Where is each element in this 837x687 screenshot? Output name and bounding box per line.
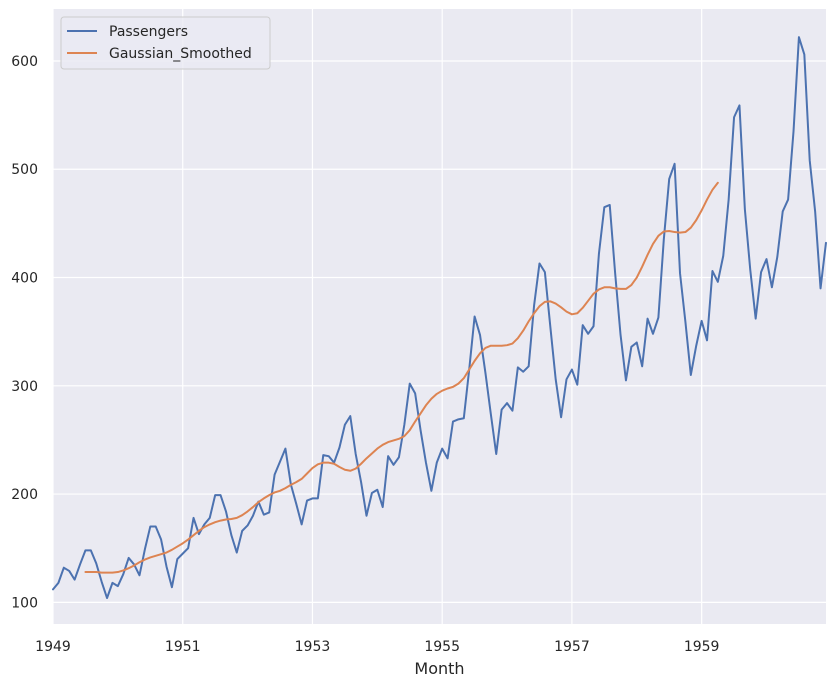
legend-box [60,16,271,70]
x-tick-label-1949: 1949 [35,639,71,655]
series-layer [52,36,827,600]
legend: Passengers Gaussian_Smoothed [60,16,271,70]
x-axis-ticks: 1949 1951 1953 1955 1957 1959 [35,639,719,655]
series-line-gaussian-smoothed [84,181,719,574]
x-axis-label: Month [414,659,464,678]
series-line-passengers [52,36,827,600]
y-tick-label-100: 100 [11,595,38,611]
x-tick-label-1959: 1959 [684,639,720,655]
x-tick-label-1957: 1957 [554,639,590,655]
x-tick-label-1953: 1953 [295,639,331,655]
x-tick-label-1955: 1955 [424,639,460,655]
plot-background [53,9,826,624]
legend-label-passengers: Passengers [109,24,188,40]
legend-label-gaussian-smoothed: Gaussian_Smoothed [109,46,252,62]
x-tick-label-1951: 1951 [165,639,201,655]
y-tick-label-500: 500 [11,162,38,178]
y-axis-ticks: 100 200 300 400 500 600 [11,54,38,611]
y-tick-label-200: 200 [11,487,38,503]
y-tick-label-600: 600 [11,54,38,70]
y-tick-label-400: 400 [11,271,38,287]
y-tick-label-300: 300 [11,379,38,395]
